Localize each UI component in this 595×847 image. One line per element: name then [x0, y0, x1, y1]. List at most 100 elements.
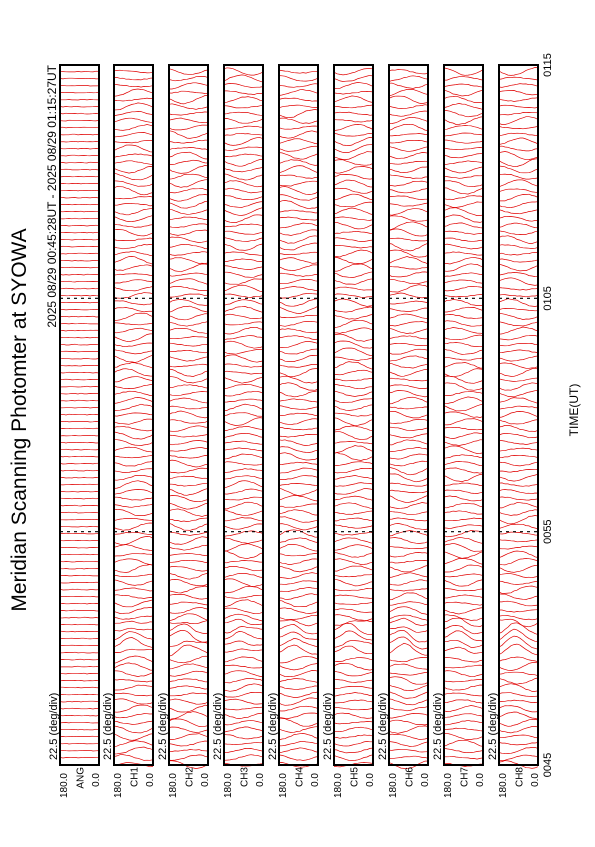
- trace: [168, 305, 209, 313]
- trace: [168, 623, 209, 634]
- trace: [498, 308, 539, 312]
- trace: [113, 327, 154, 334]
- trace: [168, 111, 209, 116]
- trace: [443, 739, 484, 747]
- trace: [443, 279, 484, 284]
- trace: [113, 615, 154, 620]
- trace: [113, 286, 154, 292]
- y-top-label: 180.0: [223, 773, 234, 798]
- trace: [333, 306, 374, 313]
- trace: [168, 711, 209, 721]
- trace: [223, 111, 264, 116]
- trace: [333, 230, 374, 234]
- trace: [59, 280, 100, 283]
- trace: [278, 434, 319, 438]
- trace: [498, 742, 539, 746]
- trace: [388, 684, 429, 691]
- trace: [59, 231, 100, 234]
- trace: [498, 564, 539, 573]
- trace: [223, 265, 264, 270]
- trace: [223, 613, 264, 622]
- trace: [388, 95, 429, 104]
- trace: [278, 348, 319, 355]
- trace: [223, 607, 264, 615]
- trace: [113, 397, 154, 404]
- trace: [223, 648, 264, 653]
- trace: [59, 189, 100, 192]
- trace: [278, 552, 319, 557]
- trace: [443, 495, 484, 502]
- y-bottom-label: 0.0: [365, 773, 376, 787]
- trace: [498, 593, 539, 600]
- trace: [334, 699, 374, 704]
- trace: [443, 657, 484, 663]
- trace: [443, 510, 484, 515]
- trace: [278, 298, 319, 307]
- trace: [168, 531, 209, 536]
- trace: [334, 327, 374, 334]
- trace: [59, 707, 99, 710]
- trace: [443, 719, 484, 726]
- trace: [278, 363, 319, 368]
- trace: [388, 335, 429, 340]
- trace: [278, 712, 319, 719]
- trace: [333, 249, 374, 258]
- trace: [388, 152, 429, 160]
- trace: [168, 376, 209, 384]
- trace: [443, 445, 484, 454]
- trace: [388, 180, 429, 187]
- trace: [59, 133, 100, 136]
- trace: [278, 117, 319, 124]
- trace: [388, 187, 429, 194]
- trace: [113, 256, 154, 265]
- trace: [113, 237, 154, 241]
- trace: [498, 699, 539, 704]
- trace: [388, 110, 429, 117]
- trace: [113, 312, 154, 321]
- trace: [443, 334, 484, 341]
- trace: [278, 97, 319, 102]
- trace: [333, 193, 374, 201]
- trace: [499, 609, 539, 613]
- trace: [113, 292, 154, 299]
- trace: [498, 326, 539, 335]
- trace: [113, 97, 154, 102]
- trace: [223, 741, 264, 745]
- trace: [443, 382, 484, 391]
- trace: [498, 272, 539, 278]
- trace: [443, 263, 484, 272]
- trace: [278, 685, 319, 691]
- trace: [59, 560, 100, 563]
- trace: [113, 390, 154, 396]
- trace: [388, 657, 428, 663]
- x-tick-label: 0105: [542, 286, 554, 310]
- trace: [113, 117, 154, 123]
- trace: [223, 748, 264, 754]
- trace: [388, 348, 429, 355]
- trace: [278, 305, 319, 314]
- trace: [223, 83, 264, 88]
- trace: [388, 123, 429, 131]
- trace: [223, 496, 264, 501]
- trace: [223, 488, 264, 495]
- trace: [168, 447, 208, 452]
- trace: [168, 425, 209, 432]
- trace: [388, 706, 429, 712]
- trace: [59, 546, 100, 549]
- trace: [223, 537, 264, 544]
- trace: [59, 371, 100, 374]
- trace: [278, 418, 319, 426]
- trace: [388, 104, 429, 110]
- trace: [498, 252, 538, 256]
- trace: [113, 655, 154, 664]
- trace: [498, 112, 539, 116]
- trace: [113, 124, 154, 131]
- trace: [113, 229, 154, 237]
- trace: [114, 77, 154, 81]
- trace: [499, 600, 539, 607]
- trace: [59, 364, 100, 367]
- trace: [223, 237, 264, 242]
- trace: [333, 404, 374, 411]
- trace: [388, 466, 429, 476]
- trace: [278, 398, 319, 403]
